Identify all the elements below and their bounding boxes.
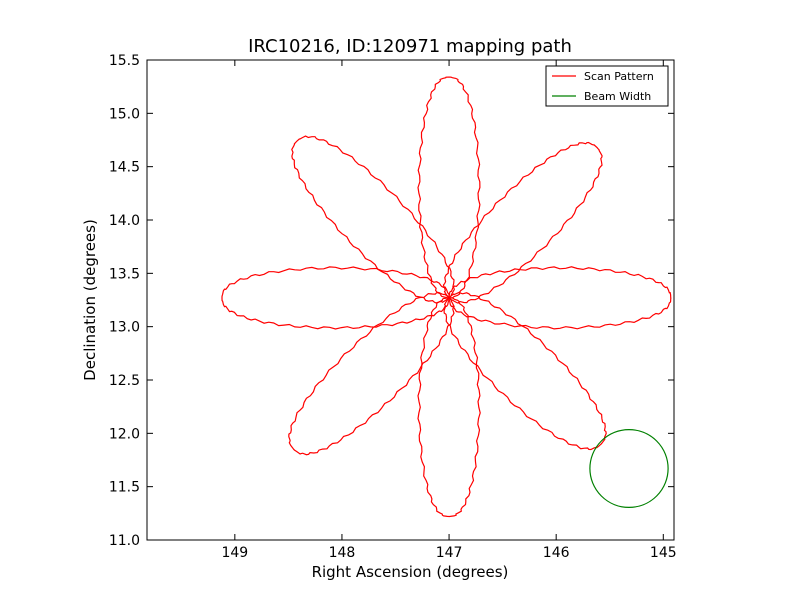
y-tick-label: 11.0	[109, 533, 140, 549]
y-tick-label: 12.0	[109, 426, 140, 442]
chart-title: IRC10216, ID:120971 mapping path	[248, 36, 572, 57]
x-tick-label: 146	[543, 545, 570, 561]
series-layer	[221, 76, 672, 518]
y-tick-label: 13.5	[109, 266, 140, 282]
x-axis-label: Right Ascension (degrees)	[312, 563, 509, 581]
scan-petal-ne	[442, 141, 603, 304]
legend-label-beam-width: Beam Width	[584, 90, 651, 103]
scan-petal-sw	[288, 291, 455, 456]
legend: Scan Pattern Beam Width	[545, 65, 669, 107]
x-axis-ticks: 149 148 147 146 145	[221, 60, 677, 561]
y-axis-ticks: 11.0 11.5 12.0 12.5 13.0 13.5 14.0 14.5 15.0 15.5	[109, 53, 674, 549]
axes-frame	[146, 59, 675, 541]
y-tick-label: 15.0	[109, 106, 140, 122]
y-tick-label: 15.5	[109, 53, 140, 69]
x-tick-label: 145	[650, 545, 677, 561]
scan-petal-e	[448, 266, 672, 330]
x-tick-label: 147	[436, 545, 463, 561]
y-tick-label: 13.0	[109, 320, 140, 336]
y-tick-label: 14.0	[109, 213, 140, 229]
legend-label-scan-pattern: Scan Pattern	[584, 70, 654, 83]
x-tick-label: 148	[329, 545, 356, 561]
scan-petal-n	[417, 76, 481, 299]
scan-petal-s	[417, 297, 481, 518]
scan-petal-nw	[291, 135, 455, 304]
x-tick-label: 149	[221, 545, 248, 561]
y-tick-label: 14.5	[109, 160, 140, 176]
y-axis-label: Declination (degrees)	[81, 219, 99, 381]
plot-area	[147, 60, 674, 540]
scan-petal-w	[221, 266, 450, 330]
y-tick-label: 12.5	[109, 373, 140, 389]
y-tick-label: 11.5	[109, 480, 140, 496]
legend-box	[545, 65, 669, 107]
beam-width-circle	[589, 429, 669, 509]
scan-petal-se	[443, 291, 607, 451]
